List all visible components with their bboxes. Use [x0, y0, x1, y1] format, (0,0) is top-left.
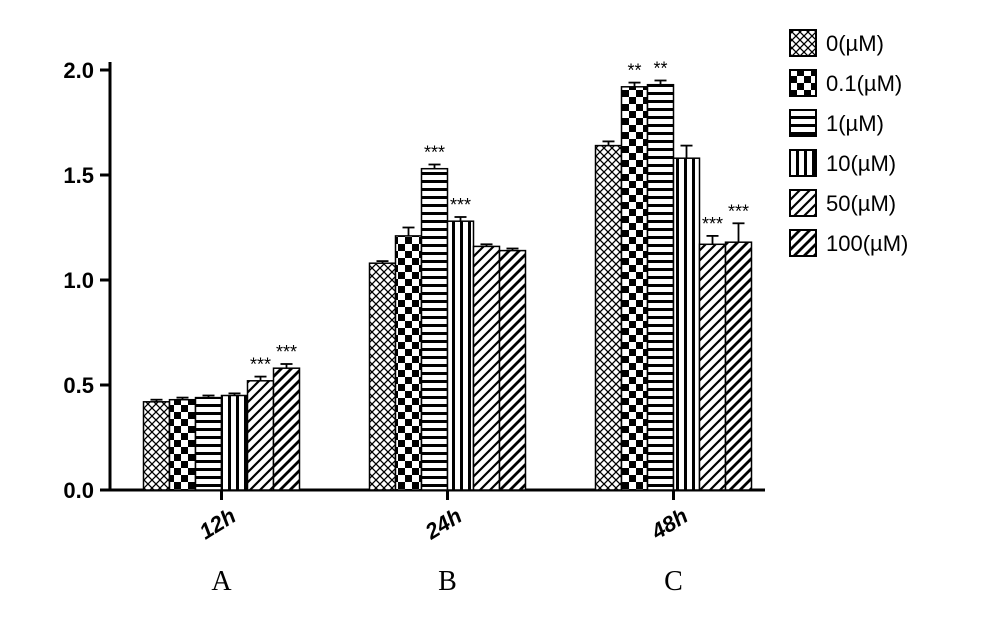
bar: [170, 400, 196, 490]
y-tick-label: 0.5: [63, 373, 94, 398]
bar: [274, 368, 300, 490]
significance-marker: **: [653, 59, 667, 79]
legend-swatch: [790, 110, 816, 136]
panel-label: A: [211, 566, 232, 597]
legend-label: 0(µM): [826, 31, 884, 56]
bar: [196, 398, 222, 490]
significance-marker: ***: [250, 355, 271, 375]
bar: [500, 251, 526, 490]
y-tick-label: 1.0: [63, 268, 94, 293]
legend-swatch: [790, 230, 816, 256]
legend-swatch: [790, 190, 816, 216]
bar: [396, 236, 422, 490]
legend-label: 10(µM): [826, 151, 896, 176]
significance-marker: ***: [450, 195, 471, 215]
y-tick-label: 1.5: [63, 163, 94, 188]
bar: [474, 246, 500, 490]
significance-marker: ***: [728, 201, 749, 221]
bar-chart: 0.00.51.01.52.0******12hA******24hB*****…: [20, 20, 980, 604]
significance-marker: ***: [276, 342, 297, 362]
bar: [222, 396, 248, 491]
significance-marker: ***: [702, 214, 723, 234]
panel-label: C: [664, 566, 683, 597]
x-group-label: 24h: [420, 503, 466, 545]
x-group-label: 12h: [195, 503, 240, 544]
x-group-label: 48h: [646, 503, 692, 545]
legend-label: 50(µM): [826, 191, 896, 216]
panel-label: B: [438, 566, 457, 597]
legend-label: 0.1(µM): [826, 71, 902, 96]
y-tick-label: 2.0: [63, 58, 94, 83]
bar: [674, 158, 700, 490]
significance-marker: **: [627, 61, 641, 81]
legend-swatch: [790, 70, 816, 96]
bar: [622, 87, 648, 490]
bar: [700, 244, 726, 490]
legend-label: 1(µM): [826, 111, 884, 136]
chart-container: 0.00.51.01.52.0******12hA******24hB*****…: [20, 20, 980, 604]
bar: [448, 221, 474, 490]
legend-swatch: [790, 30, 816, 56]
bar: [596, 146, 622, 490]
bar: [248, 381, 274, 490]
legend-swatch: [790, 150, 816, 176]
bar: [726, 242, 752, 490]
legend-label: 100(µM): [826, 231, 908, 256]
y-tick-label: 0.0: [63, 478, 94, 503]
bar: [144, 402, 170, 490]
bar: [648, 85, 674, 490]
bar: [370, 263, 396, 490]
bar: [422, 169, 448, 490]
significance-marker: ***: [424, 143, 445, 163]
